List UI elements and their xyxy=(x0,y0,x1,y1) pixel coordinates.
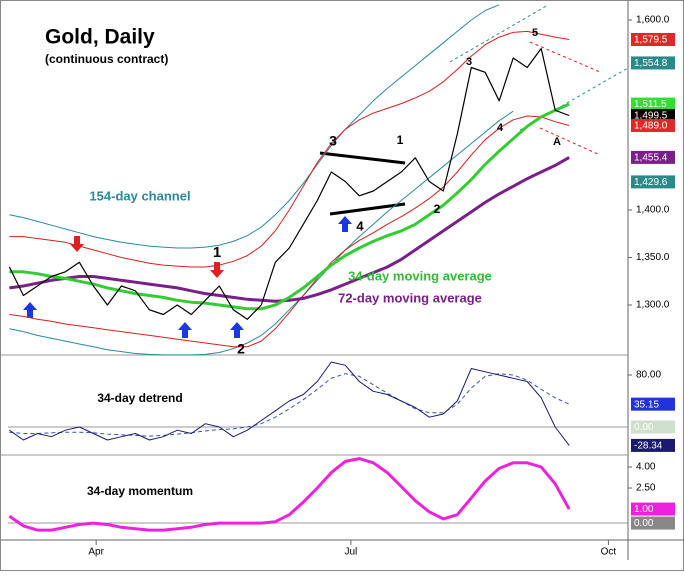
chart-title: Gold, Daily xyxy=(45,26,155,49)
value-box-label: 35.15 xyxy=(634,399,659,410)
series-line xyxy=(9,30,570,268)
down-arrow xyxy=(70,236,84,252)
annotation: 1 xyxy=(213,244,221,261)
series-line xyxy=(9,4,500,249)
y-tick-label: 1,400.0 xyxy=(636,205,670,216)
up-arrows xyxy=(23,216,352,338)
value-box xyxy=(631,438,675,452)
annotation: 5 xyxy=(532,27,538,39)
annotation: 3 xyxy=(466,56,472,68)
series-line xyxy=(8,47,570,320)
annotation: 154-day channel xyxy=(89,188,190,203)
up-arrow xyxy=(338,216,352,232)
value-box xyxy=(631,420,675,434)
series-line xyxy=(9,373,570,437)
value-box-label: 1,579.5 xyxy=(634,35,668,46)
series-line xyxy=(9,102,570,311)
annotation: 34-day moving average xyxy=(348,268,492,283)
series-line xyxy=(9,156,570,303)
value-box xyxy=(631,97,675,111)
annotation: 2 xyxy=(434,202,441,216)
annotation: 34-day momentum xyxy=(87,484,193,498)
up-arrow xyxy=(178,322,192,338)
x-tick-label: Oct xyxy=(601,547,617,558)
value-box-label: 1,489.0 xyxy=(634,121,668,132)
y-tick-label: 4.00 xyxy=(636,462,656,473)
value-box-label: -28.34 xyxy=(634,441,663,452)
series-line xyxy=(9,110,514,356)
band-extension xyxy=(529,41,601,73)
value-box xyxy=(631,502,675,516)
y-tick-label: 80.00 xyxy=(636,370,661,381)
value-box xyxy=(631,516,675,530)
annotation: 4 xyxy=(497,122,504,134)
value-box-label: 0.00 xyxy=(634,422,654,433)
y-tick-label: 1,300.0 xyxy=(636,300,670,311)
value-box-label: 1.00 xyxy=(634,504,654,515)
chart-subtitle: (continuous contract) xyxy=(45,52,168,66)
y-tick-label: 1,350.0 xyxy=(636,252,670,263)
value-box-label: 1,429.6 xyxy=(634,177,668,188)
x-tick-label: Jul xyxy=(344,547,357,558)
down-arrows xyxy=(70,236,224,278)
value-box-label: 1,511.5 xyxy=(634,99,667,110)
up-arrow xyxy=(23,302,37,318)
series-line xyxy=(9,115,570,348)
down-arrow xyxy=(210,262,224,278)
value-box xyxy=(631,175,675,189)
value-box-label: 1,455.4 xyxy=(634,153,668,164)
y-tick-label: 1,600.0 xyxy=(636,15,670,26)
series-line xyxy=(8,457,571,532)
value-box xyxy=(631,56,675,70)
series-line xyxy=(9,361,570,446)
annotation: 3 xyxy=(329,133,337,149)
value-box xyxy=(631,397,675,411)
triangle-line xyxy=(319,151,406,165)
band-extension xyxy=(539,127,601,156)
triangle-line xyxy=(329,202,406,216)
y-tick-label: 2.50 xyxy=(636,483,656,494)
annotation: 1 xyxy=(397,133,404,147)
annotation: 4 xyxy=(356,218,364,233)
annotation: A xyxy=(553,136,561,148)
value-box xyxy=(631,108,675,122)
annotation: 2 xyxy=(237,341,245,357)
value-box-label: 0.00 xyxy=(634,518,654,529)
annotation: 34-day detrend xyxy=(97,391,182,405)
annotation: 72-day moving average xyxy=(338,290,482,305)
up-arrow xyxy=(230,322,244,338)
value-box-label: 1,499.5 xyxy=(634,111,668,122)
value-box xyxy=(631,150,675,164)
value-box xyxy=(631,118,675,132)
channel-extension xyxy=(449,4,549,63)
x-tick-label: Apr xyxy=(88,547,104,558)
value-box-label: 1,554.8 xyxy=(634,58,668,69)
value-box xyxy=(631,32,675,46)
